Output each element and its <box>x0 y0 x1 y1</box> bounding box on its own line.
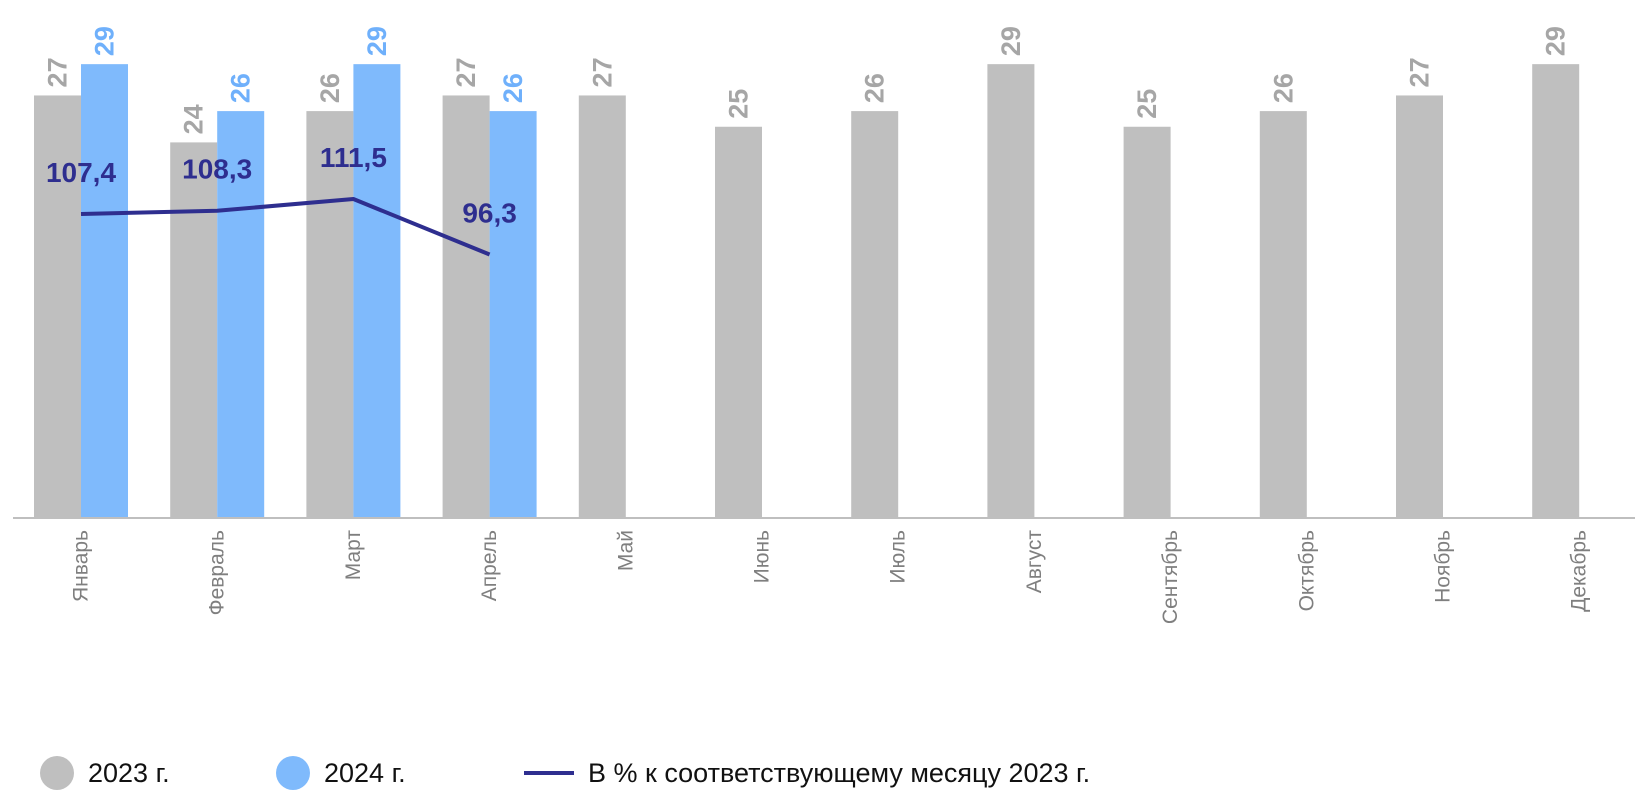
bar-2023-value-label-11: 29 <box>1541 26 1571 56</box>
bar-2023-value-label-2: 26 <box>315 73 345 103</box>
legend-label-2023: 2023 г. <box>88 757 170 788</box>
bar-2023-2 <box>306 111 354 518</box>
bar-2023-4 <box>578 95 626 518</box>
legend-item-percent: В % к соответствующему месяцу 2023 г. <box>524 758 1090 788</box>
bar-2023-0 <box>34 95 81 518</box>
bar-2023-value-label-8: 25 <box>1132 89 1162 119</box>
line-point-label-0: 107,4 <box>46 157 116 188</box>
x-tick-label-10: Ноябрь <box>1432 530 1455 603</box>
bar-2024-1 <box>217 111 265 518</box>
bar-2024-value-label-3: 26 <box>498 73 528 103</box>
bar-2023-6 <box>851 111 899 518</box>
bar-2023-11 <box>1532 64 1580 519</box>
bar-2023-9 <box>1259 111 1307 518</box>
line-point-label-2: 111,5 <box>320 142 387 173</box>
bar-2023-value-label-3: 27 <box>451 57 481 87</box>
x-tick-label-8: Сентябрь <box>1159 530 1182 624</box>
bar-2023-value-label-9: 26 <box>1268 73 1298 103</box>
bar-2024-value-label-1: 26 <box>226 73 256 103</box>
chart-legend: 2023 г. 2024 г. В % к соответствующему м… <box>0 756 1635 790</box>
bar-2023-8 <box>1123 126 1171 518</box>
legend-swatch-2023 <box>40 756 74 790</box>
x-tick-label-11: Декабрь <box>1568 530 1591 612</box>
bar-2023-value-label-6: 26 <box>860 73 890 103</box>
bar-2023-10 <box>1396 95 1443 518</box>
line-percent-series <box>80 197 491 257</box>
bar-2024-value-label-0: 29 <box>90 26 120 56</box>
legend-swatch-percent-line <box>524 771 574 775</box>
x-tick-label-6: Июль <box>887 530 910 584</box>
line-point-label-1: 108,3 <box>182 154 252 185</box>
legend-item-2024: 2024 г. <box>276 756 406 790</box>
bar-2023-7 <box>987 64 1035 519</box>
bar-2023-value-label-4: 27 <box>587 57 617 87</box>
bar-2024-value-label-2: 29 <box>362 26 392 56</box>
legend-item-2023: 2023 г. <box>40 756 170 790</box>
bar-2023-5 <box>715 126 762 518</box>
x-tick-label-5: Июнь <box>751 530 774 583</box>
legend-swatch-2024 <box>276 756 310 790</box>
bar-2024-2 <box>353 64 401 519</box>
bar-2023-value-label-1: 24 <box>179 104 209 134</box>
bar-2023-value-label-7: 29 <box>996 26 1026 56</box>
bar-2024-0 <box>81 64 128 519</box>
bar-2023-3 <box>442 95 490 518</box>
legend-label-percent: В % к соответствующему месяцу 2023 г. <box>588 757 1091 788</box>
x-tick-label-0: Январь <box>70 530 93 602</box>
bar-2023-1 <box>170 142 218 518</box>
bar-2023-value-label-0: 27 <box>43 57 73 87</box>
bar-2023-value-label-10: 27 <box>1405 57 1435 87</box>
bar-2024-3 <box>489 111 537 518</box>
legend-label-2024: 2024 г. <box>324 757 406 788</box>
bar-2023-value-label-5: 25 <box>724 89 754 119</box>
x-tick-label-1: Февраль <box>206 530 229 615</box>
x-tick-label-4: Май <box>614 530 637 571</box>
x-tick-label-7: Август <box>1023 530 1046 594</box>
x-tick-label-2: Март <box>342 530 365 581</box>
line-point-label-3: 96,3 <box>462 198 517 229</box>
x-tick-label-9: Октябрь <box>1295 530 1318 611</box>
x-tick-label-3: Апрель <box>478 530 501 601</box>
